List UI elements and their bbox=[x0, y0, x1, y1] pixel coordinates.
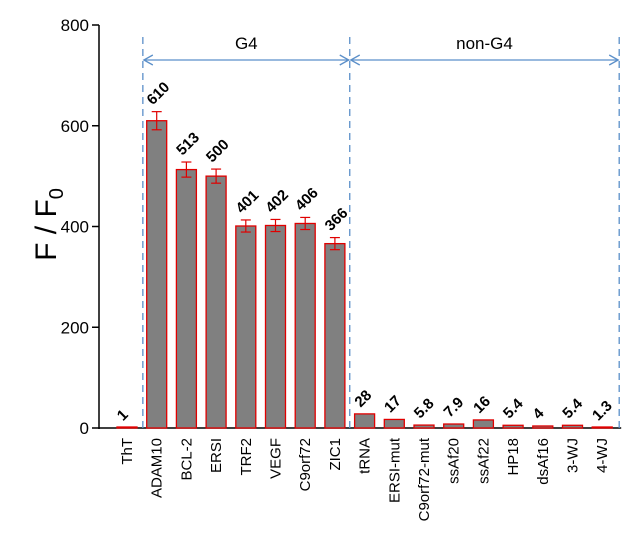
g4-arrow-head-right bbox=[339, 54, 351, 66]
category-label: ssAf20 bbox=[446, 438, 463, 484]
data-label: 406 bbox=[292, 185, 322, 215]
bar-c9orf72-mut bbox=[413, 424, 435, 429]
category-label: BCL-2 bbox=[178, 438, 195, 481]
category-label: ZIC1 bbox=[327, 438, 344, 471]
category-label: VEGF bbox=[268, 438, 285, 479]
data-label: 1 bbox=[114, 406, 132, 424]
data-label: 500 bbox=[203, 136, 233, 166]
data-label: 4 bbox=[530, 404, 548, 422]
data-label: 5.8 bbox=[411, 395, 438, 422]
data-label: 16 bbox=[470, 393, 494, 417]
bar-ssaf22 bbox=[472, 419, 495, 429]
bar-trna bbox=[353, 413, 376, 429]
non-g4-arrow-head-left bbox=[349, 54, 361, 66]
bar-c9orf72 bbox=[294, 222, 316, 429]
data-label: 7.9 bbox=[441, 394, 468, 421]
bar-vegf bbox=[264, 224, 287, 429]
bar-hp18 bbox=[502, 424, 524, 429]
y-tick-label: 0 bbox=[80, 419, 89, 438]
data-label: 1.3 bbox=[589, 397, 616, 424]
category-label: 3-WJ bbox=[565, 438, 582, 473]
category-label: ADAM10 bbox=[149, 438, 166, 498]
non-g4-arrow-head-right bbox=[608, 54, 620, 66]
data-label: 5.4 bbox=[500, 395, 527, 422]
group-label-g4: G4 bbox=[235, 34, 258, 53]
data-label: 5.4 bbox=[559, 395, 586, 422]
category-label: 4-WJ bbox=[594, 438, 611, 473]
data-label: 401 bbox=[233, 187, 263, 217]
category-label: ssAf22 bbox=[475, 438, 492, 484]
y-axis-label: F / F0 bbox=[30, 188, 68, 261]
bar-bcl-2 bbox=[175, 168, 198, 429]
data-label: 402 bbox=[262, 187, 292, 217]
category-label: ThT bbox=[119, 438, 136, 465]
category-label: ERSI-mut bbox=[386, 437, 403, 503]
category-label: ERSI bbox=[208, 438, 225, 473]
bar-3-wj bbox=[561, 424, 584, 429]
data-label: 28 bbox=[351, 387, 375, 411]
category-label: dsAf16 bbox=[535, 438, 552, 485]
bar-tht bbox=[116, 426, 138, 429]
y-tick-label: 200 bbox=[61, 318, 89, 337]
bar-adam10 bbox=[146, 120, 168, 429]
data-label: 17 bbox=[381, 392, 405, 416]
group-label-non-g4: non-G4 bbox=[456, 34, 513, 53]
category-label: tRNA bbox=[357, 438, 374, 474]
bar-dsaf16 bbox=[532, 425, 554, 429]
category-label: HP18 bbox=[505, 438, 522, 476]
bar-ssaf20 bbox=[443, 423, 465, 429]
data-label: 513 bbox=[173, 129, 203, 159]
y-axis-label-subscript: 0 bbox=[46, 188, 68, 199]
bar-4-wj bbox=[591, 426, 613, 429]
y-tick-label: 600 bbox=[61, 117, 89, 136]
data-label: 366 bbox=[322, 205, 352, 235]
category-label: C9orf72-mut bbox=[416, 437, 433, 521]
category-label: TRF2 bbox=[238, 438, 255, 476]
data-label: 610 bbox=[144, 79, 174, 109]
bar-zic1 bbox=[324, 242, 346, 429]
y-tick-label: 400 bbox=[61, 218, 89, 237]
category-label: C9orf72 bbox=[297, 438, 314, 491]
g4-arrow-head-left bbox=[142, 54, 154, 66]
bar-ersi-mut bbox=[383, 418, 405, 429]
y-tick-label: 800 bbox=[61, 16, 89, 35]
bar-ersi bbox=[205, 175, 227, 429]
bar-trf2 bbox=[235, 225, 257, 429]
